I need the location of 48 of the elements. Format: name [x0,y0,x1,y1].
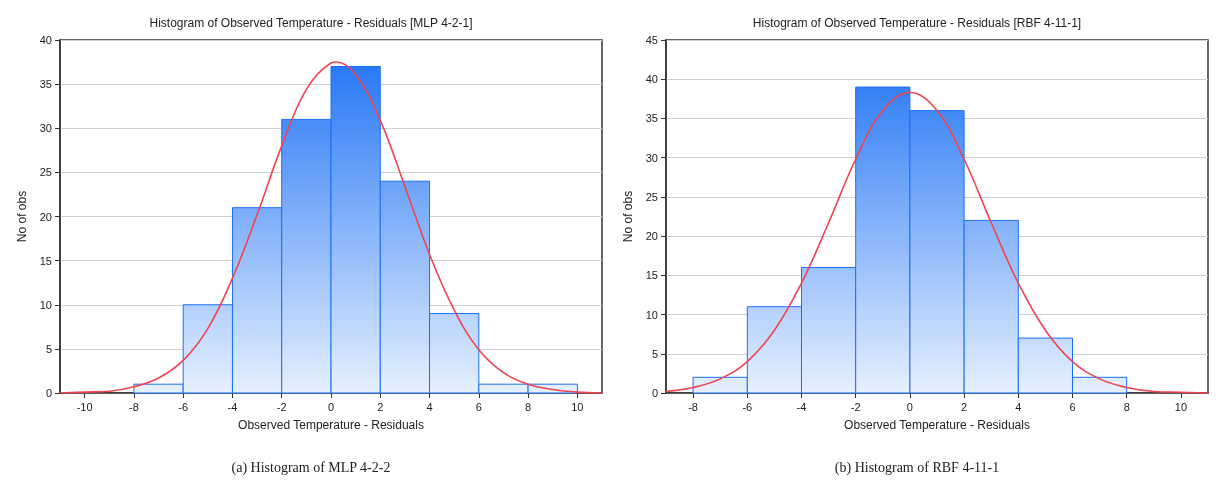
y-tick-label: 0 [45,387,52,399]
x-tick-label: 4 [1015,400,1022,413]
y-tick-label: 30 [39,122,52,135]
y-tick-label: 40 [645,73,658,86]
x-tick-label: -4 [227,400,238,413]
x-tick-label: -8 [688,400,698,413]
y-tick-label: 15 [39,254,52,267]
x-tick-label: 10 [1174,400,1188,413]
y-tick-label: 20 [39,210,52,223]
x-tick-label: 0 [906,400,913,413]
y-tick-label: 35 [645,112,658,125]
x-tick-label: -2 [276,400,287,413]
y-tick-label: 45 [645,34,658,46]
y-tick-label: 5 [651,347,658,360]
y-tick-label: 10 [645,308,658,321]
y-tick-label: 15 [645,269,658,282]
x-axis-title: Observed Temperature - Residuals [844,418,1030,432]
x-tick-label: -2 [850,400,861,413]
chart-title: Histogram of Observed Temperature - Residuals [MLP 4-2-1] [149,16,473,30]
chart-title: Histogram of Observed Temperature - Residuals [RBF 4-11-1] [752,16,1082,30]
text: (b) Histogram of RBF 4-11-1 [834,459,1000,476]
x-tick-label: 8 [1123,400,1130,413]
x-tick-label: -6 [178,400,189,413]
x-tick-label: 6 [475,400,482,413]
x-tick-label: 10 [571,400,584,413]
x-tick-label: 2 [377,400,384,413]
x-tick-label: 2 [961,400,968,413]
y-tick-label: 5 [45,342,52,355]
x-tick-label: -8 [129,400,139,413]
y-tick-label: 10 [39,298,52,311]
x-tick-label: 6 [1069,400,1076,413]
y-tick-label: 0 [651,387,658,399]
x-tick-label: 4 [426,400,433,413]
y-tick-label: 40 [39,34,52,46]
x-axis-title: Observed Temperature - Residuals [238,418,424,432]
y-tick-label: 25 [645,190,658,203]
x-tick-label: 8 [525,400,532,413]
x-tick-label: 0 [327,400,335,413]
x-tick-label: -4 [796,400,807,413]
text: (a) Histogram of MLP 4-2-2 [231,459,391,476]
y-tick-label: 35 [39,78,52,91]
y-axis-title: No of obs [621,190,635,243]
y-tick-label: 30 [645,151,658,164]
x-tick-label: -10 [76,400,93,413]
x-tick-label: -6 [742,400,753,413]
y-tick-label: 25 [39,166,52,179]
y-tick-label: 20 [645,230,658,243]
y-axis-title: No of obs [15,190,29,243]
